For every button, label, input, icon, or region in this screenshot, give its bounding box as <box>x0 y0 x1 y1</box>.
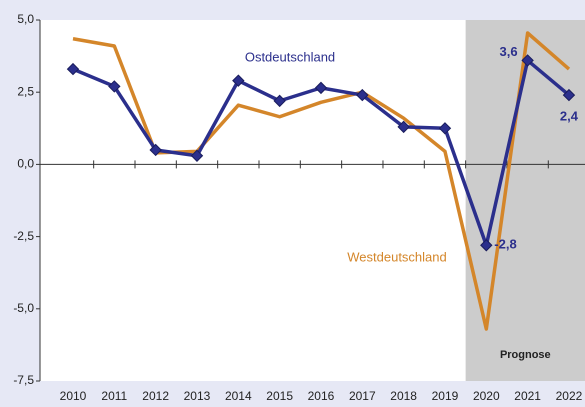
x-tick-label: 2017 <box>349 389 376 403</box>
data-point <box>273 94 286 108</box>
x-tick-label: 2019 <box>432 389 459 403</box>
x-tick-label: 2011 <box>101 389 127 403</box>
x-tick-label: 2022 <box>556 389 583 403</box>
series-label: Westdeutschland <box>347 249 447 264</box>
data-point <box>190 149 204 162</box>
data-point <box>397 120 410 134</box>
x-tick-label: 2012 <box>142 389 169 403</box>
data-label: -2,8 <box>494 237 516 252</box>
x-tick-label: 2016 <box>308 389 335 403</box>
data-label: 2,4 <box>560 109 579 124</box>
data-point <box>356 88 369 102</box>
x-tick-label: 2020 <box>473 389 500 403</box>
data-point <box>314 81 328 95</box>
y-tick-label: -7,5 <box>13 373 34 387</box>
data-label: 3,6 <box>500 44 518 59</box>
data-point <box>66 62 80 76</box>
forecast-label: Prognose <box>500 349 551 361</box>
data-point <box>149 143 162 157</box>
series-label: Ostdeutschland <box>245 49 335 64</box>
x-tick-label: 2013 <box>184 389 211 403</box>
data-point <box>232 74 245 87</box>
y-tick-label: -5,0 <box>13 301 34 315</box>
x-tick-label: 2015 <box>266 389 293 403</box>
x-tick-label: 2021 <box>514 389 541 403</box>
y-tick-label: 2,5 <box>17 84 34 98</box>
y-tick-label: 0,0 <box>17 157 34 171</box>
y-tick-label: 5,0 <box>17 12 34 26</box>
data-point <box>562 88 576 102</box>
data-point <box>438 122 452 135</box>
x-tick-label: 2018 <box>390 389 417 403</box>
x-tick-label: 2010 <box>60 389 87 403</box>
data-point <box>521 54 534 67</box>
data-point <box>108 80 121 93</box>
y-tick-label: -2,5 <box>13 229 34 243</box>
data-point <box>480 239 493 252</box>
x-tick-label: 2014 <box>225 389 252 403</box>
